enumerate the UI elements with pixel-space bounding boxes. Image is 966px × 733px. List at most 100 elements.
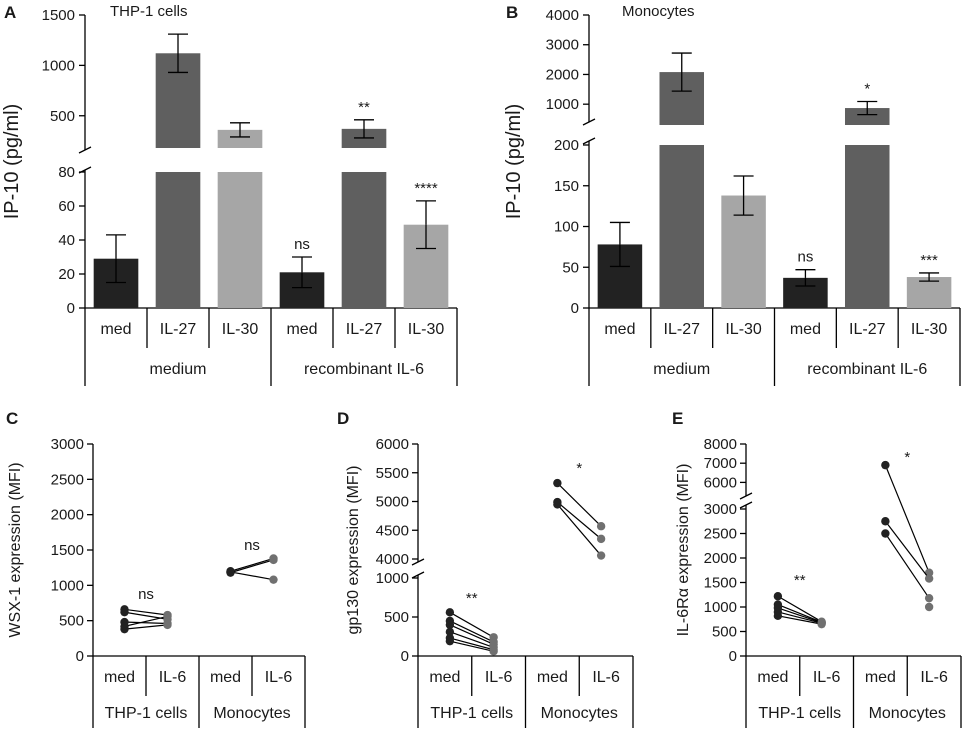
- data-point: [163, 612, 172, 621]
- data-point: [924, 574, 934, 583]
- y-tick-label: 4000: [376, 551, 409, 568]
- y-tick-label: 1000: [42, 57, 75, 74]
- category-label: IL-30: [725, 321, 762, 338]
- significance-label: ***: [920, 252, 938, 269]
- panel-letter: C: [6, 409, 18, 428]
- y-tick-label: 1000: [704, 599, 737, 616]
- category-label: IL-6: [592, 669, 620, 686]
- y-tick-label: 8000: [704, 436, 737, 453]
- data-point: [120, 607, 129, 617]
- y-tick-label: 2500: [51, 471, 84, 488]
- category-label: IL-6: [920, 669, 948, 686]
- category-label: med: [100, 321, 131, 338]
- group-label: THP-1 cells: [430, 705, 513, 722]
- y-tick-label: 3000: [704, 501, 737, 518]
- data-point: [269, 555, 278, 565]
- y-tick-label: 4500: [376, 522, 409, 539]
- y-tick-label: 4000: [546, 7, 579, 24]
- category-label: IL-27: [664, 321, 701, 338]
- category-label: IL-6: [265, 669, 293, 686]
- data-point: [881, 529, 890, 538]
- category-label: med: [104, 669, 135, 686]
- axis-break-mark: [739, 492, 753, 500]
- category-label: IL-6: [485, 669, 513, 686]
- panel-title: Monocytes: [622, 3, 695, 20]
- y-tick-label: 500: [59, 613, 84, 630]
- paired-line: [556, 503, 602, 556]
- data-point: [881, 460, 890, 470]
- y-tick-label: 5000: [376, 494, 409, 511]
- category-label: med: [790, 321, 821, 338]
- category-label: IL-30: [222, 321, 259, 338]
- group-label: recombinant IL-6: [807, 361, 927, 378]
- data-point: [924, 568, 934, 577]
- data-point: [445, 620, 455, 629]
- y-axis-label: IP-10 (pg/ml): [503, 104, 525, 220]
- data-point: [596, 522, 606, 531]
- bar: [659, 145, 705, 308]
- y-tick-label: 1000: [376, 570, 409, 587]
- paired-line: [884, 464, 930, 573]
- y-tick-label: 3000: [51, 436, 84, 453]
- data-point: [924, 602, 934, 612]
- y-tick-label: 2000: [546, 66, 579, 83]
- category-label: med: [210, 669, 241, 686]
- axis-break-mark: [582, 137, 596, 145]
- group-label: THP-1 cells: [758, 705, 841, 722]
- paired-line: [449, 637, 494, 651]
- bar: [341, 172, 387, 308]
- y-axis-label: gp130 expression (MFI): [345, 466, 362, 635]
- data-point: [881, 517, 890, 526]
- group-label: Monocytes: [213, 705, 290, 722]
- group-label: medium: [150, 361, 207, 378]
- paired-line: [124, 615, 168, 627]
- panel-letter: E: [672, 409, 683, 428]
- paired-line: [777, 595, 822, 623]
- category-label: IL-27: [346, 321, 383, 338]
- y-tick-label: 1000: [546, 96, 579, 113]
- data-point: [553, 478, 562, 488]
- significance-label: ****: [414, 180, 438, 197]
- y-tick-label: 80: [58, 164, 75, 181]
- category-label: IL-30: [911, 321, 948, 338]
- panel-letter: B: [506, 3, 518, 22]
- y-tick-label: 500: [50, 108, 75, 125]
- y-tick-label: 20: [58, 266, 75, 283]
- y-tick-label: 60: [58, 198, 75, 215]
- axis-break-mark: [411, 571, 425, 579]
- y-tick-label: 0: [67, 300, 75, 317]
- significance-label: **: [466, 590, 478, 607]
- y-tick-label: 2000: [51, 507, 84, 524]
- bar: [844, 108, 890, 125]
- category-label: med: [286, 321, 317, 338]
- data-point: [596, 551, 606, 560]
- y-tick-label: 5500: [376, 465, 409, 482]
- axis-break-mark: [582, 118, 596, 126]
- y-tick-label: 6000: [376, 436, 409, 453]
- data-point: [445, 636, 455, 646]
- y-tick-label: 50: [562, 259, 579, 276]
- panel-letter: A: [4, 3, 16, 22]
- paired-line: [449, 620, 494, 643]
- category-label: med: [537, 669, 568, 686]
- category-label: med: [865, 669, 896, 686]
- bar: [217, 129, 263, 148]
- y-tick-label: 0: [729, 648, 737, 665]
- panel-title: THP-1 cells: [110, 3, 188, 20]
- category-label: IL-6: [813, 669, 841, 686]
- category-label: med: [604, 321, 635, 338]
- y-tick-label: 1500: [42, 7, 75, 24]
- group-label: Monocytes: [541, 705, 618, 722]
- paired-line: [777, 607, 822, 624]
- paired-line: [230, 571, 274, 581]
- y-tick-label: 0: [571, 300, 579, 317]
- significance-label: **: [794, 572, 806, 589]
- group-label: THP-1 cells: [105, 705, 188, 722]
- y-tick-label: 150: [554, 178, 579, 195]
- significance-label: **: [358, 99, 370, 116]
- significance-label: *: [864, 81, 870, 98]
- category-label: med: [429, 669, 460, 686]
- y-tick-label: 1500: [51, 542, 84, 559]
- category-label: IL-30: [408, 321, 445, 338]
